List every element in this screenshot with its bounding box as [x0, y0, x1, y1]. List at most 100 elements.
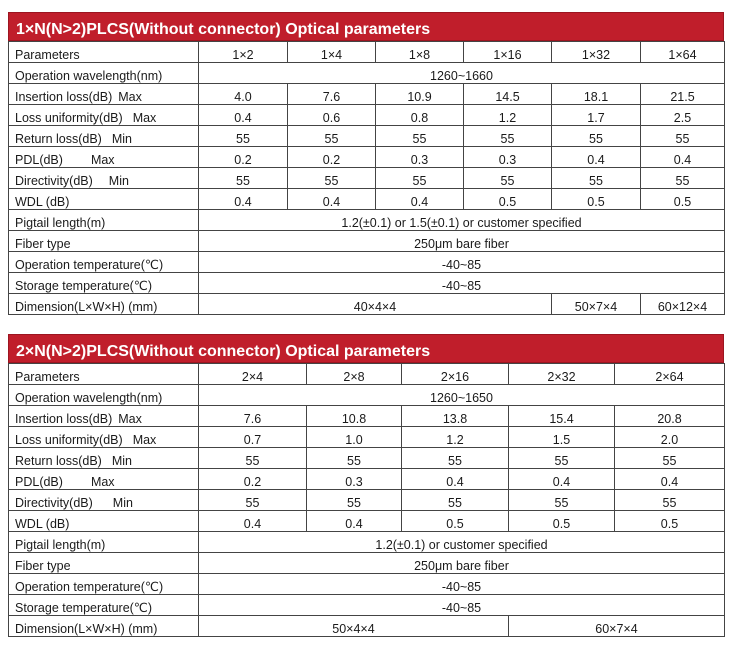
table-cell: 1.7: [551, 104, 641, 126]
row-label-text: PDL(dB): [15, 153, 63, 167]
table-row: Directivity(dB) Min 55 55 55 55 55 55: [8, 167, 725, 189]
table-cell: 55: [401, 447, 509, 469]
table-row: Fiber type 250μm bare fiber: [8, 552, 725, 574]
table-cell: 0.4: [614, 468, 725, 490]
table-cell: 55: [508, 447, 615, 469]
table-row: Insertion loss(dB) Max 4.0 7.6 10.9 14.5 …: [8, 83, 725, 105]
table-cell: 55: [375, 125, 464, 147]
table-cell: 18.1: [551, 83, 641, 105]
column-header: 1×8: [375, 41, 464, 63]
row-label: Storage temperature(℃): [8, 594, 199, 616]
table-cell: 7.6: [198, 405, 307, 427]
column-header: 2×8: [306, 363, 402, 385]
row-label-text: Return loss(dB): [15, 454, 102, 468]
wavelength-value: 1260~1650: [198, 384, 725, 406]
column-header: 1×4: [287, 41, 376, 63]
table-cell: 0.2: [198, 468, 307, 490]
row-label-text: Return loss(dB): [15, 132, 102, 146]
table-cell: 55: [306, 447, 402, 469]
storage-temp-value: -40~85: [198, 594, 725, 616]
table-cell: 55: [551, 125, 641, 147]
table-row: Directivity(dB) Min 55 55 55 55 55: [8, 489, 725, 511]
table-cell: 0.4: [375, 188, 464, 210]
table-row: Dimension(L×W×H) (mm) 50×4×4 60×7×4: [8, 615, 725, 637]
table-cell: 0.6: [287, 104, 376, 126]
wavelength-value: 1260~1660: [198, 62, 725, 84]
table-cell: 55: [401, 489, 509, 511]
column-header: 1×2: [198, 41, 288, 63]
storage-temp-value: -40~85: [198, 272, 725, 294]
table-cell: 55: [614, 489, 725, 511]
table-cell: 0.5: [508, 510, 615, 532]
fiber-value: 250μm bare fiber: [198, 230, 725, 252]
table-1-title: 1×N(N>2)PLCS(Without connector) Optical …: [16, 21, 431, 38]
table-2-title: 2×N(N>2)PLCS(Without connector) Optical …: [16, 343, 431, 360]
table-cell: 0.4: [508, 468, 615, 490]
table-cell: 55: [551, 167, 641, 189]
pigtail-value: 1.2(±0.1) or customer specified: [198, 531, 725, 553]
row-qualifier: Max: [132, 111, 157, 125]
row-label: WDL (dB): [8, 188, 199, 210]
header-parameters: Parameters: [8, 41, 199, 63]
table-cell: 2.5: [640, 104, 725, 126]
table-cell: 55: [306, 489, 402, 511]
row-qualifier: Min: [112, 496, 133, 510]
table-cell: 0.5: [551, 188, 641, 210]
row-label-text: PDL(dB): [15, 475, 63, 489]
row-label-text: Insertion loss(dB): [15, 90, 113, 104]
table-row: Parameters 1×2 1×4 1×8 1×16 1×32 1×64: [8, 41, 725, 63]
table-row: Fiber type 250μm bare fiber: [8, 230, 725, 252]
table-cell: 0.8: [375, 104, 464, 126]
table-cell: 0.5: [401, 510, 509, 532]
table-1-banner: 1×N(N>2)PLCS(Without connector) Optical …: [8, 12, 724, 41]
table-1-section: 1×N(N>2)PLCS(Without connector) Optical …: [8, 12, 725, 315]
row-label: Insertion loss(dB) Max: [8, 405, 199, 427]
table-cell: 55: [463, 167, 552, 189]
table-row: Operation temperature(℃) -40~85: [8, 573, 725, 595]
row-qualifier: Min: [108, 174, 129, 188]
table-row: PDL(dB) Max 0.2 0.2 0.3 0.3 0.4 0.4: [8, 146, 725, 168]
row-qualifier: Max: [132, 433, 157, 447]
row-qualifier: Max: [90, 475, 115, 489]
table-cell: 0.4: [306, 510, 402, 532]
table-row: Loss uniformity(dB) Max 0.7 1.0 1.2 1.5 2…: [8, 426, 725, 448]
table-cell: 10.8: [306, 405, 402, 427]
table-cell: 1.5: [508, 426, 615, 448]
table-row: Pigtail length(m) 1.2(±0.1) or 1.5(±0.1)…: [8, 209, 725, 231]
table-cell: 55: [375, 167, 464, 189]
table-cell: 15.4: [508, 405, 615, 427]
table-row: Parameters 2×4 2×8 2×16 2×32 2×64: [8, 363, 725, 385]
dimension-value: 50×4×4: [198, 615, 509, 637]
table-cell: 7.6: [287, 83, 376, 105]
table-cell: 0.4: [401, 468, 509, 490]
table-cell: 55: [640, 125, 725, 147]
table-cell: 0.3: [463, 146, 552, 168]
table-cell: 0.4: [198, 188, 288, 210]
row-label: Operation wavelength(nm): [8, 62, 199, 84]
row-label: Operation temperature(℃): [8, 573, 199, 595]
table-cell: 55: [287, 125, 376, 147]
row-label: WDL (dB): [8, 510, 199, 532]
table-cell: 13.8: [401, 405, 509, 427]
table-row: Insertion loss(dB) Max 7.6 10.8 13.8 15.4…: [8, 405, 725, 427]
row-label: PDL(dB) Max: [8, 468, 199, 490]
table-cell: 55: [198, 447, 307, 469]
column-header: 2×64: [614, 363, 725, 385]
table-2: Parameters 2×4 2×8 2×16 2×32 2×64 Operat…: [8, 363, 725, 637]
table-cell: 55: [198, 167, 288, 189]
table-row: Operation temperature(℃) -40~85: [8, 251, 725, 273]
dimension-value: 60×7×4: [508, 615, 725, 637]
table-cell: 0.4: [551, 146, 641, 168]
row-label: Operation temperature(℃): [8, 251, 199, 273]
op-temp-value: -40~85: [198, 251, 725, 273]
row-label: Loss uniformity(dB) Max: [8, 426, 199, 448]
table-row: Return loss(dB) Min 55 55 55 55 55: [8, 447, 725, 469]
column-header: 2×32: [508, 363, 615, 385]
row-qualifier: Max: [118, 90, 142, 104]
table-cell: 0.7: [198, 426, 307, 448]
row-label: Loss uniformity(dB) Max: [8, 104, 199, 126]
table-cell: 21.5: [640, 83, 725, 105]
table-cell: 0.4: [287, 188, 376, 210]
table-row: Pigtail length(m) 1.2(±0.1) or customer …: [8, 531, 725, 553]
row-label: Pigtail length(m): [8, 209, 199, 231]
